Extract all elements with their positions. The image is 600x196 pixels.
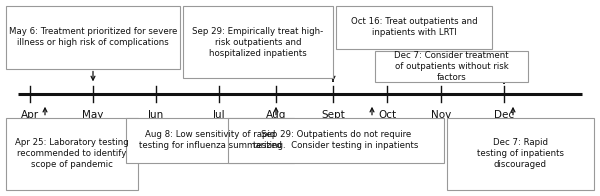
FancyBboxPatch shape [447,118,594,190]
Text: Apr 25: Laboratory testing
recommended to identify
scope of pandemic: Apr 25: Laboratory testing recommended t… [15,138,129,170]
FancyBboxPatch shape [336,6,492,49]
FancyBboxPatch shape [228,118,444,163]
Text: Dec 7: Rapid
testing of inpatients
discouraged: Dec 7: Rapid testing of inpatients disco… [477,138,564,170]
Text: Sept: Sept [321,110,345,120]
FancyBboxPatch shape [183,6,333,78]
Text: May: May [82,110,104,120]
Text: Oct 16: Treat outpatients and
inpatients with LRTI: Oct 16: Treat outpatients and inpatients… [350,17,478,37]
Text: Oct: Oct [378,110,396,120]
Text: Aug 8: Low sensitivity of rapid
testing for influenza summarized: Aug 8: Low sensitivity of rapid testing … [139,130,281,150]
Text: Sep 29: Empirically treat high-
risk outpatients and
hospitalized inpatients: Sep 29: Empirically treat high- risk out… [193,26,323,58]
Text: Dec: Dec [494,110,514,120]
FancyBboxPatch shape [126,118,294,163]
FancyBboxPatch shape [6,6,180,69]
Text: Dec 7: Consider treatment
of outpatients without risk
factors: Dec 7: Consider treatment of outpatients… [394,51,509,82]
Text: Jul: Jul [212,110,226,120]
Text: Apr: Apr [21,110,39,120]
Text: Jun: Jun [148,110,164,120]
Text: Aug: Aug [266,110,286,120]
Text: Sep 29: Outpatients do not require
testing.  Consider testing in inpatients: Sep 29: Outpatients do not require testi… [253,130,419,150]
Text: May 6: Treatment prioritized for severe
illness or high risk of complications: May 6: Treatment prioritized for severe … [9,27,177,47]
Text: Nov: Nov [431,110,451,120]
FancyBboxPatch shape [375,51,528,82]
FancyBboxPatch shape [6,118,138,190]
